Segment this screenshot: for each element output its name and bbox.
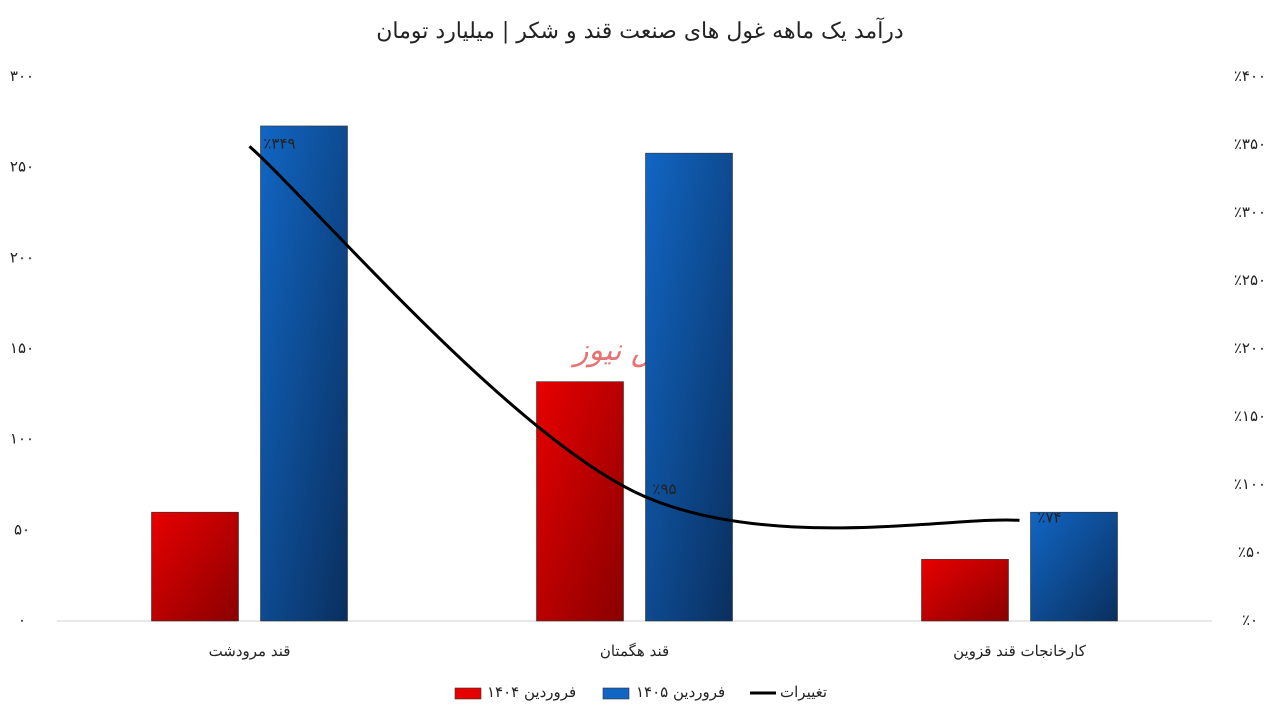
legend-label: تغییرات [780,683,827,701]
y-tick-label: ۲۰۰ [10,248,34,266]
data-label: ٪۹۵ [652,480,676,498]
y-tick-label: ۱۵۰ [10,339,34,357]
y-tick-label: ۵۰ [14,520,30,538]
y2-tick-label: ٪۴۰۰ [1234,67,1266,85]
y2-tick-label: ٪۳۵۰ [1234,135,1266,153]
x-tick-label: قند هگمتان [600,642,669,660]
y2-tick-label: ٪۵۰ [1238,543,1262,561]
y2-tick-label: ٪۱۰۰ [1234,475,1266,493]
y-tick-label: ۰ [18,611,26,629]
data-label: ٪۳۴۹ [263,134,295,152]
chart-title: درآمد یک ماهه غول های صنعت قند و شکر | م… [376,17,903,44]
data-label: ٪۷۴ [1037,508,1061,526]
bar [921,559,1009,622]
bar [536,381,624,622]
bar [645,152,733,622]
y-tick-label: ۱۰۰ [10,430,34,448]
legend-label: فروردین ۱۴۰۵ [636,683,725,701]
line [248,145,1020,530]
x-tick-label: قند مرودشت [209,642,291,660]
x-tick-label: کارخانجات قند قزوین [953,642,1087,660]
bar [1030,511,1118,622]
bar [151,511,239,622]
y2-tick-label: ٪۱۵۰ [1234,407,1266,425]
y2-tick-label: ٪۲۰۰ [1234,339,1266,357]
legend-label: فروردین ۱۴۰۴ [487,683,576,701]
y-tick-label: ۲۵۰ [10,158,34,176]
bar [260,125,348,622]
y2-tick-label: ٪۳۰۰ [1234,203,1266,221]
y-tick-label: ۳۰۰ [10,67,34,85]
legend-swatch [454,687,482,700]
y2-tick-label: ٪۲۵۰ [1234,271,1266,289]
y2-tick-label: ٪۰ [1242,611,1258,629]
legend-swatch [602,687,630,700]
